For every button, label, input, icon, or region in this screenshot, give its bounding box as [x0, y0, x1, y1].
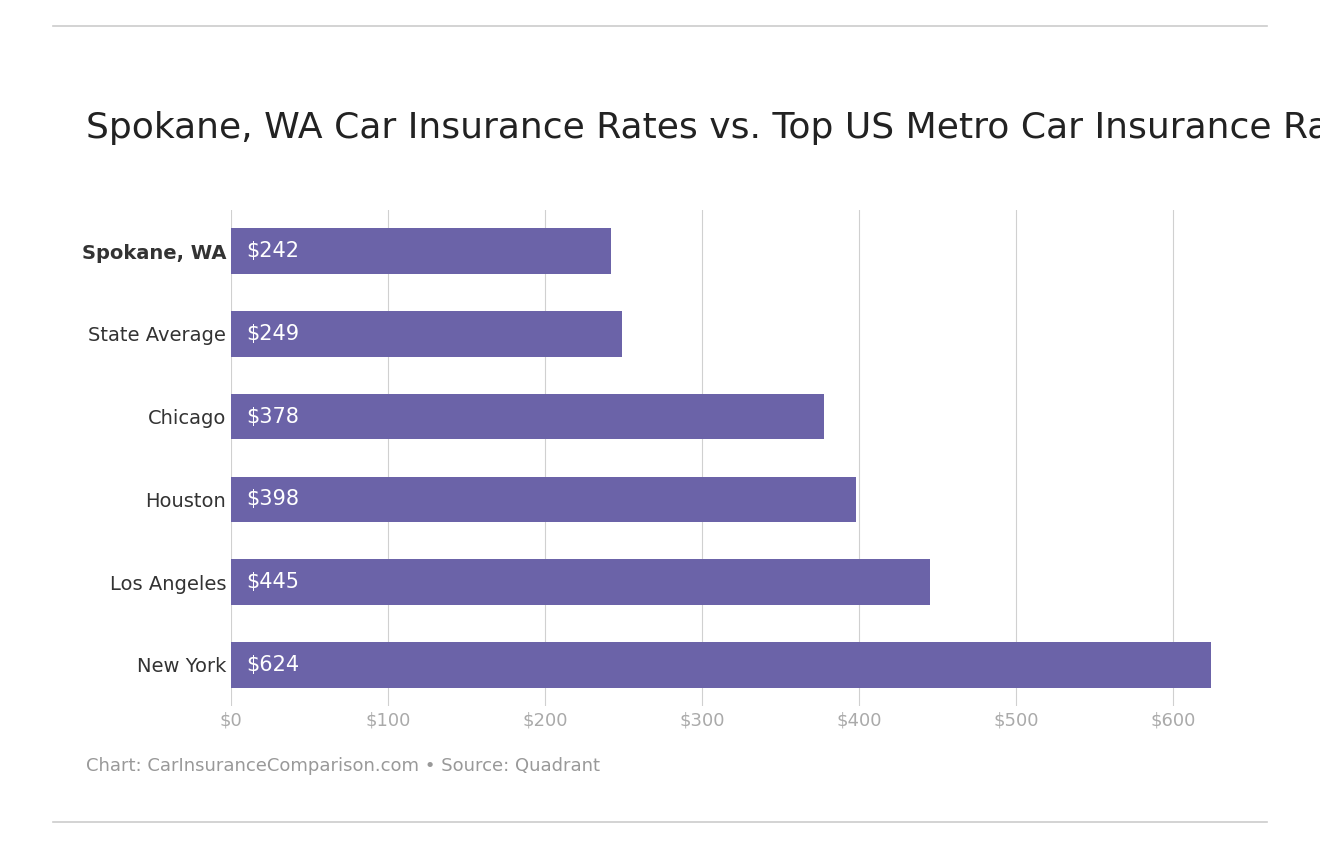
- Text: $398: $398: [247, 490, 300, 509]
- Text: $249: $249: [247, 324, 300, 344]
- Bar: [231, 229, 611, 274]
- Text: Spokane, WA Car Insurance Rates vs. Top US Metro Car Insurance Rates: Spokane, WA Car Insurance Rates vs. Top …: [86, 111, 1320, 146]
- Bar: [231, 311, 622, 357]
- Text: $378: $378: [247, 407, 300, 426]
- Bar: [231, 477, 855, 522]
- Text: $445: $445: [247, 572, 300, 592]
- Text: Chart: CarInsuranceComparison.com • Source: Quadrant: Chart: CarInsuranceComparison.com • Sour…: [86, 757, 599, 775]
- Text: $242: $242: [247, 241, 300, 261]
- Text: $624: $624: [247, 655, 300, 675]
- Bar: [231, 394, 825, 439]
- Bar: [231, 642, 1210, 687]
- Bar: [231, 559, 929, 605]
